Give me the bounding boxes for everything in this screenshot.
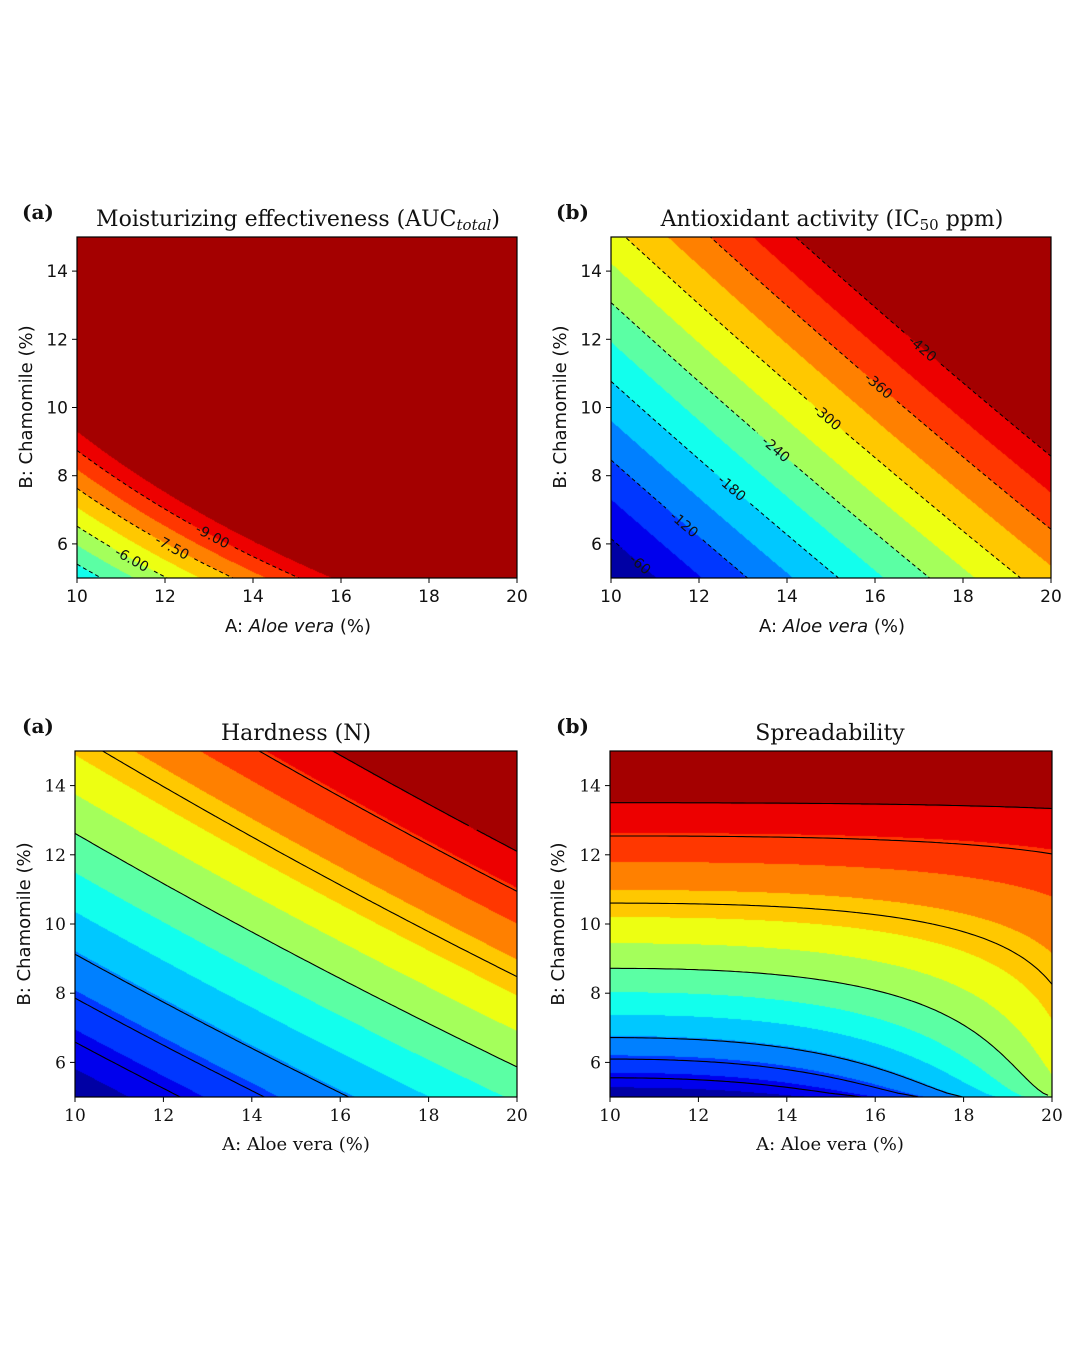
x-tick-label: 14 bbox=[776, 1106, 798, 1126]
x-axis-label: A: Aloe vera (%) bbox=[759, 616, 905, 637]
y-axis-label: B: Chamomile (%) bbox=[14, 842, 35, 1005]
contour-line bbox=[77, 563, 103, 578]
contour-fill-layer bbox=[611, 237, 1051, 578]
x-tick-label: 20 bbox=[506, 1106, 528, 1126]
contour-line bbox=[611, 538, 623, 549]
x-tick-label: 20 bbox=[1040, 587, 1062, 607]
contour-line bbox=[940, 363, 1051, 457]
y-tick-label: 14 bbox=[46, 262, 68, 282]
x-tick-label: 16 bbox=[864, 1106, 886, 1126]
contour-fill bbox=[611, 237, 1051, 578]
contour-line bbox=[610, 802, 1052, 1097]
contour-fill bbox=[75, 751, 517, 1097]
y-tick-label: 6 bbox=[591, 535, 602, 555]
panel-moisturizing: (a) Moisturizing effectiveness (AUCtotal… bbox=[16, 200, 528, 637]
x-tick-label: 16 bbox=[329, 1106, 351, 1126]
y-tick-label: 12 bbox=[579, 846, 601, 866]
y-tick-label: 14 bbox=[580, 262, 602, 282]
y-tick-label: 14 bbox=[44, 777, 66, 797]
y-tick-label: 8 bbox=[591, 467, 602, 487]
y-tick-label: 8 bbox=[590, 984, 601, 1004]
y-axis-label: B: Chamomile (%) bbox=[16, 325, 37, 488]
chart-title: Antioxidant activity (IC50 ppm) bbox=[660, 207, 1004, 234]
x-tick-label: 10 bbox=[599, 1106, 621, 1126]
x-tick-label: 18 bbox=[953, 1106, 975, 1126]
contour-fill-layer bbox=[77, 237, 517, 578]
x-tick-label: 16 bbox=[864, 587, 886, 607]
y-tick-label: 10 bbox=[44, 915, 66, 935]
contour-line bbox=[793, 464, 931, 578]
panel-label: (a) bbox=[22, 714, 54, 738]
panel-antioxidant: (b) Antioxidant activity (IC50 ppm) A: A… bbox=[550, 200, 1062, 637]
y-tick-label: 14 bbox=[579, 777, 601, 797]
x-tick-label: 12 bbox=[688, 587, 710, 607]
contour-line bbox=[234, 546, 301, 578]
x-tick-label: 14 bbox=[776, 587, 798, 607]
x-tick-label: 14 bbox=[241, 1106, 263, 1126]
y-tick-label: 6 bbox=[590, 1053, 601, 1073]
x-tick-label: 20 bbox=[506, 587, 528, 607]
y-tick-label: 10 bbox=[579, 915, 601, 935]
x-tick-label: 16 bbox=[330, 587, 352, 607]
x-tick-label: 12 bbox=[688, 1106, 710, 1126]
contour-line bbox=[794, 237, 905, 333]
panel-hardness: (a) Hardness (N) A: Aloe vera (%) B: Cha… bbox=[14, 714, 528, 1155]
contour-line-layer bbox=[75, 751, 517, 1097]
y-tick-label: 10 bbox=[580, 399, 602, 419]
y-tick-label: 6 bbox=[55, 1053, 66, 1073]
chart-title: Spreadability bbox=[755, 721, 905, 746]
x-tick-label: 10 bbox=[600, 587, 622, 607]
contour-line bbox=[845, 432, 1022, 578]
y-tick-label: 12 bbox=[44, 846, 66, 866]
y-tick-label: 12 bbox=[580, 330, 602, 350]
y-tick-label: 8 bbox=[55, 984, 66, 1004]
y-tick-label: 12 bbox=[46, 330, 68, 350]
x-axis-label: A: Aloe vera (%) bbox=[225, 616, 371, 637]
y-tick-label: 8 bbox=[57, 467, 68, 487]
panel-label: (a) bbox=[22, 200, 54, 224]
x-tick-label: 20 bbox=[1041, 1106, 1063, 1126]
y-axis-label: B: Chamomile (%) bbox=[548, 842, 569, 1005]
panel-spreadability: (b) Spreadability A: Aloe vera (%) B: Ch… bbox=[548, 714, 1063, 1155]
x-tick-label: 18 bbox=[952, 587, 974, 607]
contour-line bbox=[611, 302, 759, 434]
y-tick-label: 6 bbox=[57, 535, 68, 555]
panel-label: (b) bbox=[556, 714, 589, 738]
x-tick-label: 12 bbox=[154, 587, 176, 607]
contour-line bbox=[749, 503, 840, 578]
contour-line bbox=[709, 237, 861, 371]
x-tick-label: 10 bbox=[64, 1106, 86, 1126]
contour-fill-layer bbox=[75, 751, 517, 1097]
x-tick-label: 18 bbox=[418, 1106, 440, 1126]
x-tick-label: 18 bbox=[418, 587, 440, 607]
x-tick-label: 12 bbox=[153, 1106, 175, 1126]
y-tick-label: 10 bbox=[46, 399, 68, 419]
chart-title: Hardness (N) bbox=[221, 721, 371, 746]
x-axis-label: A: Aloe vera (%) bbox=[221, 1134, 370, 1155]
chart-title: Moisturizing effectiveness (AUCtotal) bbox=[96, 207, 500, 234]
contour-line bbox=[896, 400, 1051, 530]
contour-line bbox=[611, 459, 667, 509]
contour-line bbox=[611, 380, 715, 473]
x-tick-label: 10 bbox=[66, 587, 88, 607]
panel-label: (b) bbox=[556, 200, 589, 224]
contour-line-layer bbox=[610, 802, 1052, 1097]
x-tick-label: 14 bbox=[242, 587, 264, 607]
y-axis-label: B: Chamomile (%) bbox=[550, 325, 571, 488]
x-axis-label: A: Aloe vera (%) bbox=[755, 1134, 904, 1155]
contour-line bbox=[75, 751, 517, 1097]
contour-fill bbox=[77, 237, 517, 578]
contour-line bbox=[77, 450, 191, 525]
contour-line bbox=[624, 237, 810, 402]
contour-line bbox=[77, 487, 151, 536]
